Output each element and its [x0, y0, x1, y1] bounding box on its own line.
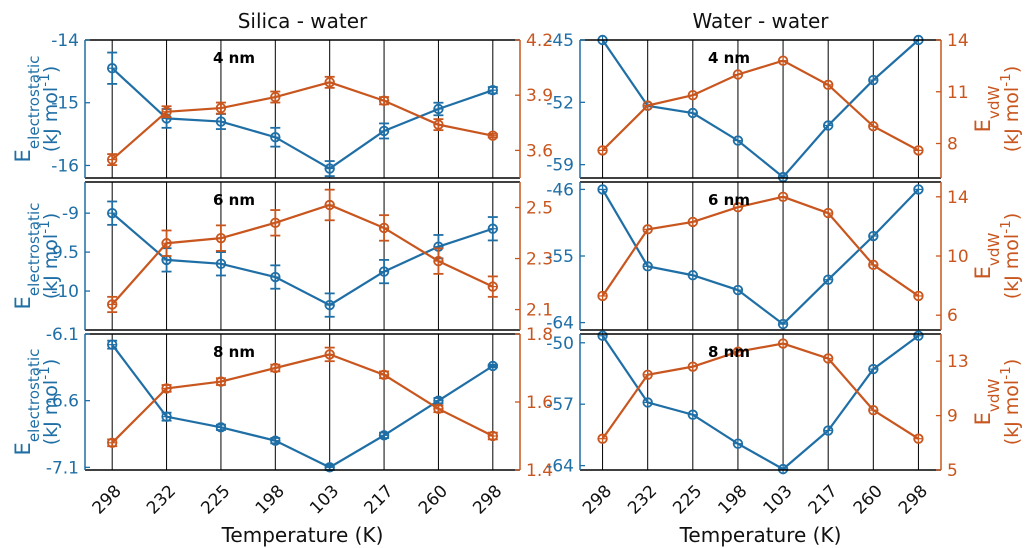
ylabel-left-line1: Eelectrostatic [11, 349, 43, 456]
left-tick-label: -14 [51, 31, 79, 51]
right-tick-label: 2.3 [526, 250, 553, 270]
x-tick-label: 298 [579, 481, 616, 518]
x-tick-label: 217 [361, 481, 398, 518]
left-tick-label: -59 [546, 156, 574, 176]
panel-left: Silica - water -14 -15 -16 4.2 3.9 3.6 4 nm Eele… [11, 9, 553, 547]
left-tick-label: -7.1 [46, 458, 79, 478]
left-series-line [111, 67, 494, 170]
left-tick-label: -64 [546, 314, 574, 334]
ylabel-left-line2: (kJ mol-1) [37, 359, 62, 446]
right-series-line [111, 203, 494, 306]
ylabel-left-line1: Eelectrostatic [11, 203, 43, 310]
x-tick-label: 260 [850, 481, 887, 518]
x-tick-label: 298 [89, 481, 126, 518]
left-tick-label: -10 [51, 282, 79, 302]
left-tick-label: -9 [62, 204, 79, 224]
right-tick-label: 13 [947, 352, 969, 372]
left-tick-label: -15 [51, 94, 79, 114]
right-tick-label: 5 [947, 461, 958, 481]
subplot-4nm: -14 -15 -16 4.2 3.9 3.6 4 nm Eelectrostatic(kJ … [11, 31, 553, 179]
subplot-6nm: -46 -55 -64 14 10 6 6 nm EvdW(kJ mol-1) [546, 180, 1023, 333]
ylabel-right-line2: (kJ mol-1) [998, 359, 1023, 446]
pore-size-label: 6 nm [708, 191, 750, 209]
left-tick-label: -9.5 [46, 243, 79, 263]
right-series-line [111, 81, 494, 161]
ylabel-left-line1: Eelectrostatic [11, 56, 43, 163]
right-series-line [601, 342, 920, 440]
x-axis-title: Temperature (K) [679, 523, 842, 547]
left-series-line [601, 334, 920, 471]
right-tick-label: 6 [947, 306, 958, 326]
right-series-line [111, 353, 494, 444]
right-tick-label: 10 [947, 247, 969, 267]
x-tick-label: 225 [197, 481, 234, 518]
ylabel-left-line2: (kJ mol-1) [37, 66, 62, 153]
x-tick-label: 217 [805, 481, 842, 518]
left-series-line [601, 188, 920, 326]
column-title: Water - water [692, 9, 829, 33]
ylabel-right-line1: EvdW [971, 233, 1003, 280]
right-tick-label: 4.2 [526, 31, 553, 51]
ylabel-right-line2: (kJ mol-1) [998, 66, 1023, 153]
x-tick-label: 232 [143, 481, 180, 518]
pore-size-label: 4 nm [708, 49, 750, 67]
x-tick-label: 103 [760, 481, 797, 518]
x-tick-label: 260 [415, 481, 452, 518]
subplot-6nm: -9 -9.5 -10 2.5 2.3 2.1 6 nm Eelectrostatic(kJ … [11, 181, 553, 331]
ylabel-right-line1: EvdW [971, 86, 1003, 133]
left-tick-label: -50 [546, 334, 574, 354]
right-series-line [601, 59, 919, 152]
right-tick-label: 3.6 [526, 141, 553, 161]
x-tick-label: 298 [895, 481, 932, 518]
left-series-line [601, 39, 920, 179]
pore-size-label: 6 nm [213, 191, 255, 209]
left-tick-label: -46 [546, 180, 574, 200]
left-tick-label: -57 [546, 395, 574, 415]
x-tick-label: 298 [469, 481, 506, 518]
right-tick-label: 2.5 [526, 199, 553, 219]
right-tick-label: 11 [947, 83, 969, 103]
pore-size-label: 8 nm [213, 343, 255, 361]
column-title: Silica - water [238, 9, 368, 33]
x-tick-label: 198 [252, 481, 289, 518]
left-tick-label: -64 [546, 457, 574, 477]
right-tick-label: 2.1 [526, 301, 553, 321]
subplot-4nm: -45 -52 -59 14 11 8 4 nm EvdW(kJ mol-1) [546, 31, 1023, 183]
left-tick-label: -55 [546, 247, 574, 267]
right-tick-label: 14 [947, 31, 969, 51]
right-tick-label: 1.4 [526, 461, 553, 481]
left-tick-label: -16 [51, 156, 79, 176]
x-tick-label: 232 [624, 481, 661, 518]
right-tick-label: 1.8 [526, 325, 553, 345]
left-tick-label: -45 [546, 31, 574, 51]
ylabel-right-line1: EvdW [971, 379, 1003, 426]
right-tick-label: 3.9 [526, 86, 553, 106]
pore-size-label: 8 nm [708, 343, 750, 361]
right-tick-label: 9 [947, 407, 958, 427]
subplot-8nm: -6.1 -6.6 -7.1 1.8 1.6 1.4 8 nm Eelectrostatic(… [11, 325, 553, 481]
ylabel-right-line2: (kJ mol-1) [998, 213, 1023, 300]
left-tick-label: -6.6 [46, 392, 79, 412]
x-axis-title: Temperature (K) [221, 523, 384, 547]
left-series-line [111, 344, 494, 469]
x-tick-label: 103 [306, 481, 343, 518]
right-tick-label: 14 [947, 188, 969, 208]
x-tick-label: 198 [714, 481, 751, 518]
left-tick-label: -52 [546, 93, 574, 113]
pore-size-label: 4 nm [213, 49, 255, 67]
subplot-8nm: -50 -57 -64 13 9 5 8 nm EvdW(kJ mol-1) [546, 330, 1023, 481]
right-tick-label: 8 [947, 135, 958, 155]
right-series-line [601, 195, 920, 297]
ylabel-left-line2: (kJ mol-1) [37, 213, 62, 300]
left-tick-label: -6.1 [46, 325, 79, 345]
x-tick-label: 225 [669, 481, 706, 518]
left-series-line [111, 212, 494, 307]
right-tick-label: 1.6 [526, 393, 553, 413]
